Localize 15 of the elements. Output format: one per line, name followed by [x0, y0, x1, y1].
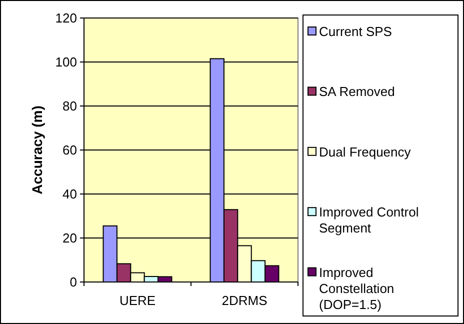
legend-label: Improved Control Segment — [319, 204, 419, 236]
legend-label: SA Removed — [319, 84, 395, 100]
y-tick-label: 20 — [62, 230, 77, 246]
x-tick-label: 2DRMS — [222, 293, 268, 308]
y-tick-label: 80 — [62, 98, 77, 114]
y-tick-label: 40 — [62, 186, 77, 202]
y-tick-label: 120 — [55, 10, 77, 26]
legend-label: Dual Frequency — [319, 144, 412, 160]
legend-label: Improved Constellation (DOP=1.5) — [319, 264, 394, 312]
legend-label: Current SPS — [319, 24, 392, 39]
y-tick-label: 60 — [62, 142, 77, 158]
y-tick-label: 0 — [70, 274, 77, 290]
x-tick-label: UERE — [119, 293, 156, 308]
y-tick-label: 100 — [55, 54, 77, 70]
y-axis-title: Accuracy (m) — [29, 106, 45, 194]
